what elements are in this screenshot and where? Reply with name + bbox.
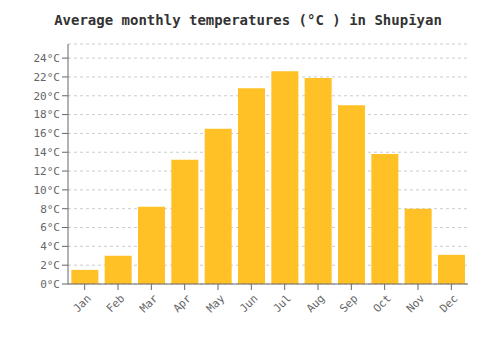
svg-text:May: May xyxy=(204,292,228,316)
svg-text:6°C: 6°C xyxy=(40,221,60,234)
svg-text:12°C: 12°C xyxy=(34,165,61,178)
svg-text:0°C: 0°C xyxy=(40,278,60,291)
svg-text:18°C: 18°C xyxy=(34,108,61,121)
svg-text:Feb: Feb xyxy=(104,292,127,315)
svg-text:8°C: 8°C xyxy=(40,203,60,216)
svg-text:Jul: Jul xyxy=(271,292,294,315)
svg-text:Nov: Nov xyxy=(404,292,428,316)
svg-text:Aug: Aug xyxy=(304,292,327,315)
svg-text:Mar: Mar xyxy=(137,292,161,316)
svg-text:Apr: Apr xyxy=(171,292,195,316)
svg-text:24°C: 24°C xyxy=(34,52,61,65)
svg-text:Jun: Jun xyxy=(237,292,260,315)
svg-text:16°C: 16°C xyxy=(34,127,61,140)
svg-text:Jan: Jan xyxy=(71,292,94,315)
svg-text:22°C: 22°C xyxy=(34,71,61,84)
svg-text:10°C: 10°C xyxy=(34,184,61,197)
svg-text:2°C: 2°C xyxy=(40,259,60,272)
svg-text:4°C: 4°C xyxy=(40,240,60,253)
svg-text:Oct: Oct xyxy=(371,292,394,315)
svg-text:Dec: Dec xyxy=(437,292,460,315)
svg-text:20°C: 20°C xyxy=(34,90,61,103)
html-text:Average monthly temperatures (: Average monthly temperatures (°C ) in Sh… xyxy=(54,12,442,28)
svg-text:14°C: 14°C xyxy=(34,146,61,159)
svg-text:Sep: Sep xyxy=(337,292,360,315)
